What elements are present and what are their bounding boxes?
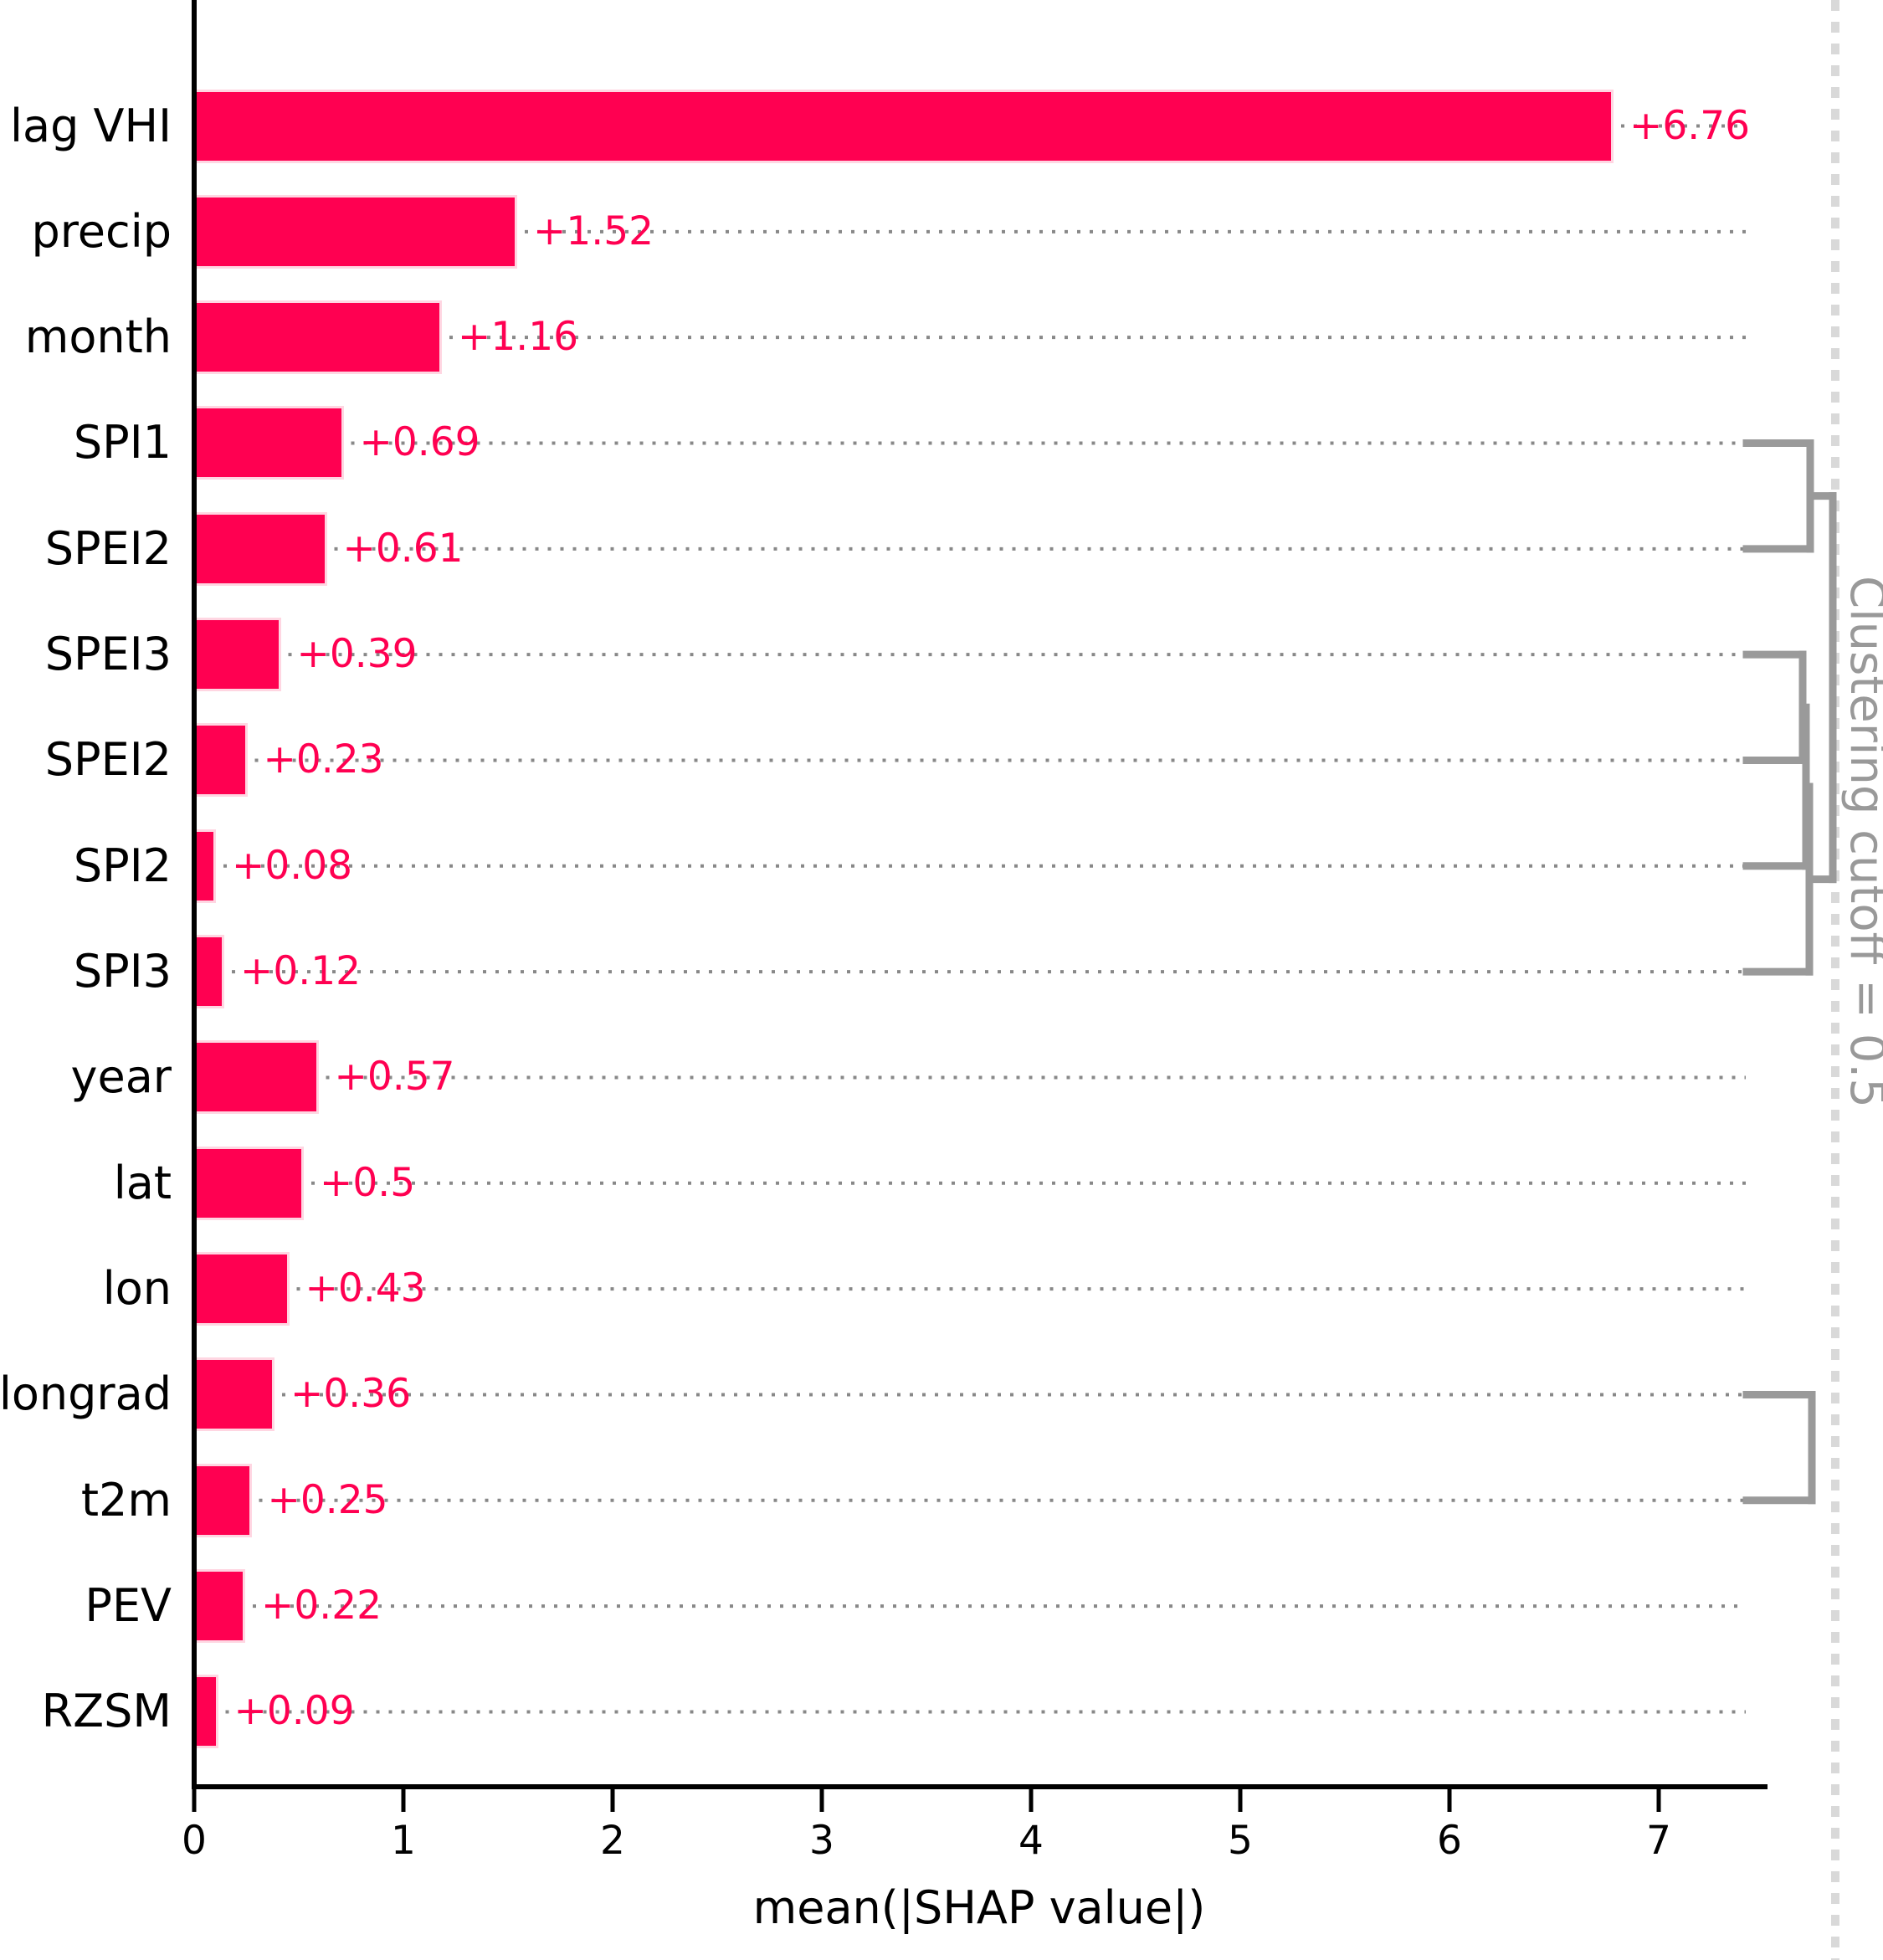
x-tick-label-2: 2 bbox=[600, 1818, 625, 1864]
bar-SPI1 bbox=[197, 406, 344, 480]
bar-SPI3 bbox=[197, 935, 224, 1009]
row-label-RZSM: RZSM bbox=[41, 1685, 172, 1738]
value-label-SPEI2: +0.23 bbox=[263, 736, 384, 783]
row-label-year: year bbox=[70, 1050, 172, 1104]
row-label-lat: lat bbox=[113, 1156, 172, 1209]
bar-longrad bbox=[197, 1357, 274, 1432]
bar-SPEI3 bbox=[197, 618, 281, 692]
bar-RZSM bbox=[197, 1675, 218, 1749]
row-label-SPEI2: SPEI2 bbox=[44, 733, 172, 787]
row-label-SPEI3: SPEI3 bbox=[44, 628, 172, 681]
bar-t2m bbox=[197, 1463, 252, 1537]
row-label-month: month bbox=[24, 310, 172, 364]
row-label-lon: lon bbox=[102, 1262, 172, 1316]
bar-SPI2 bbox=[197, 829, 216, 903]
value-label-lat: +0.5 bbox=[320, 1159, 416, 1206]
value-label-month: +1.16 bbox=[458, 314, 579, 361]
x-tick-label-4: 4 bbox=[1018, 1818, 1044, 1864]
value-label-precip: +1.52 bbox=[533, 208, 654, 254]
row-label-longrad: longrad bbox=[0, 1367, 172, 1421]
row-label-t2m: t2m bbox=[80, 1473, 172, 1526]
value-label-t2m: +0.25 bbox=[267, 1476, 388, 1523]
bar-SPEI2 bbox=[197, 511, 327, 586]
x-axis-label: mean(|SHAP value|) bbox=[752, 1881, 1206, 1934]
row-label-precip: precip bbox=[31, 204, 172, 258]
x-tick-label-6: 6 bbox=[1437, 1818, 1462, 1864]
value-label-SPEI3: +0.39 bbox=[296, 631, 418, 678]
bar-precip bbox=[197, 194, 517, 269]
value-label-year: +0.57 bbox=[334, 1054, 455, 1101]
row-label-SPI2: SPI2 bbox=[73, 839, 172, 892]
bar-lon bbox=[197, 1252, 290, 1326]
bar-lag-VHI bbox=[197, 89, 1614, 163]
row-label-SPI1: SPI1 bbox=[73, 416, 172, 469]
clustering-cutoff-label: Clustering cutoff = 0.5 bbox=[1839, 576, 1883, 1108]
row-label-SPEI2: SPEI2 bbox=[44, 521, 172, 575]
x-tick-label-7: 7 bbox=[1646, 1818, 1671, 1864]
value-label-RZSM: +0.09 bbox=[233, 1688, 355, 1735]
bar-lat bbox=[197, 1146, 304, 1220]
bar-month bbox=[197, 300, 442, 375]
bar-SPEI2 bbox=[197, 723, 248, 798]
value-label-SPEI2: +0.61 bbox=[342, 525, 464, 572]
row-label-lag-VHI: lag VHI bbox=[9, 99, 172, 152]
row-label-SPI3: SPI3 bbox=[73, 945, 172, 998]
bar-PEV bbox=[197, 1569, 245, 1644]
row-label-PEV: PEV bbox=[85, 1579, 172, 1633]
x-tick-label-3: 3 bbox=[809, 1818, 834, 1864]
x-tick-label-5: 5 bbox=[1228, 1818, 1253, 1864]
value-label-SPI3: +0.12 bbox=[240, 948, 362, 995]
value-label-SPI1: +0.69 bbox=[359, 419, 480, 466]
x-tick-label-1: 1 bbox=[391, 1818, 416, 1864]
value-label-PEV: +0.22 bbox=[261, 1583, 382, 1629]
bar-year bbox=[197, 1040, 319, 1115]
value-label-lon: +0.43 bbox=[305, 1265, 426, 1312]
value-label-SPI2: +0.08 bbox=[232, 842, 353, 889]
value-label-lag-VHI: +6.76 bbox=[1629, 102, 1751, 149]
x-tick-label-0: 0 bbox=[182, 1818, 207, 1864]
value-label-longrad: +0.36 bbox=[290, 1371, 412, 1418]
